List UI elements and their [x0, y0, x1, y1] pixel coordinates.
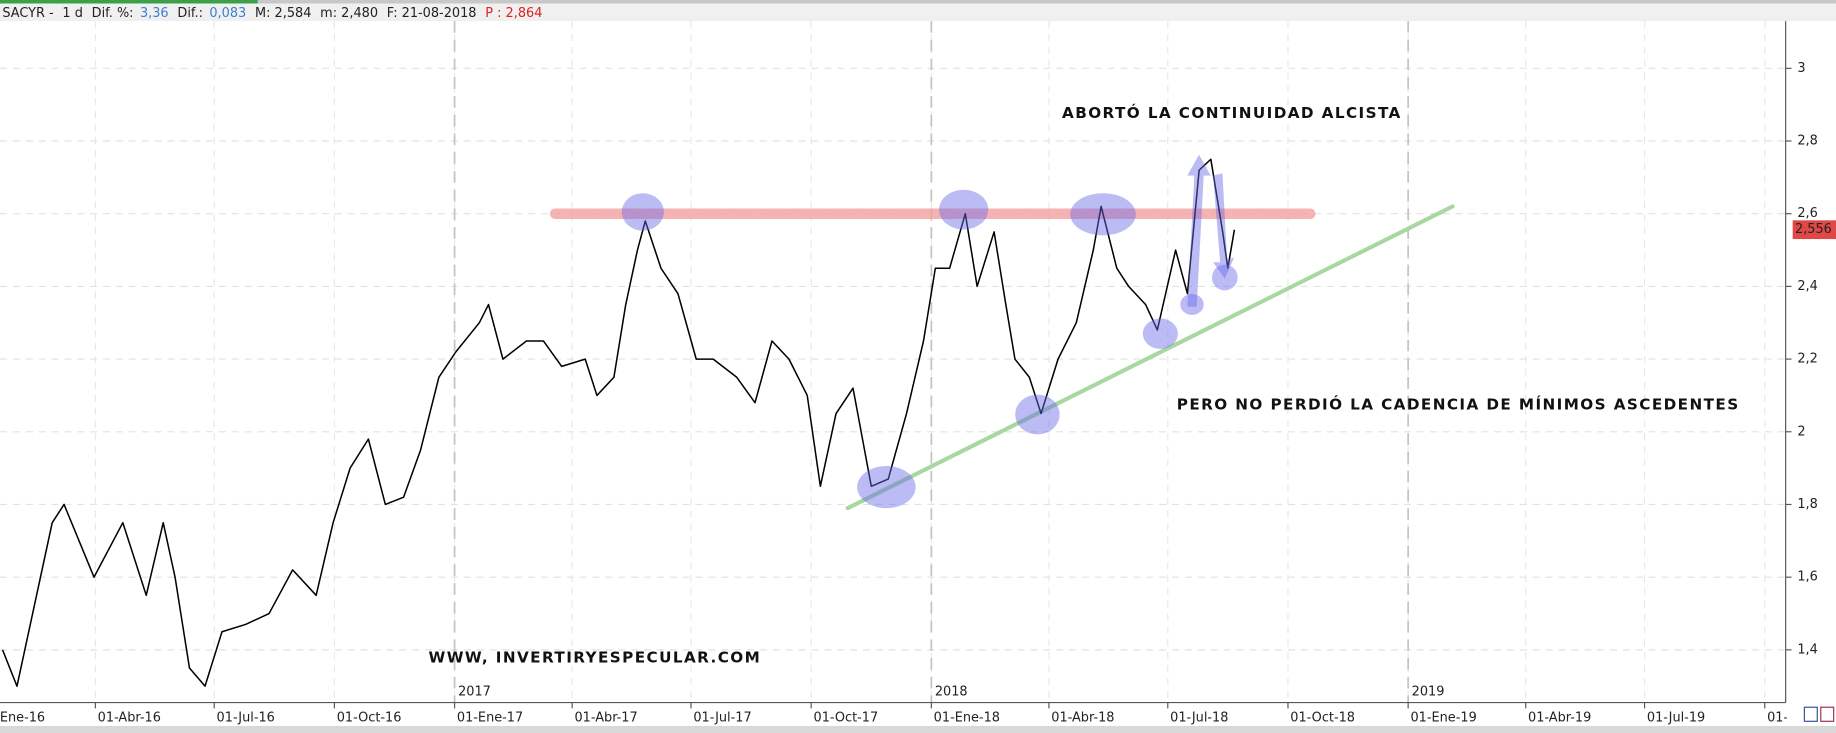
year-label: 2019 — [1412, 685, 1445, 700]
header-value: 3,36 — [140, 5, 169, 20]
header-label: Dif. %: — [92, 5, 134, 20]
x-tick-label: 01-Jul-19 — [1647, 710, 1705, 725]
highlight — [1142, 318, 1178, 349]
x-tick-label: 01-Ene-18 — [934, 710, 1000, 725]
x-tick-label: 01-Oct-16 — [337, 710, 402, 725]
header-max: M: 2,584 — [255, 5, 311, 20]
highlights — [621, 154, 1238, 509]
highlight — [1180, 293, 1204, 315]
scrollbar[interactable] — [0, 725, 1836, 733]
year-label: 2018 — [935, 685, 968, 700]
top-strip — [0, 0, 1836, 4]
header: SACYR - 1 d Dif. %: 3,36 Dif.: 0,083 M: … — [2, 5, 542, 20]
icon-button[interactable] — [1820, 706, 1835, 722]
last-price-tag — [1792, 220, 1836, 240]
header-period: 1 d — [62, 5, 82, 20]
header-price: P : 2,864 — [485, 5, 542, 20]
header-label: Dif.: — [177, 5, 203, 20]
x-tick-label: 01-Jul-17 — [693, 710, 751, 725]
x-tick-label: 01-Jul-16 — [217, 710, 275, 725]
x-tick-label: 01-Abr-19 — [1528, 710, 1591, 725]
x-tick-label: 01-Ene-16 — [0, 710, 45, 725]
header-value: 0,083 — [209, 5, 246, 20]
x-tick-label: 01-Jul-18 — [1170, 710, 1228, 725]
arrow-up — [1187, 154, 1211, 307]
arrow-down — [1213, 173, 1235, 279]
highlight — [1070, 193, 1136, 236]
annotation: WWW, INVERTIRYESPECULAR.COM — [429, 649, 762, 667]
x-tick-label: 01-Ene-19 — [1410, 710, 1476, 725]
y-tick-label: 3 — [1797, 61, 1805, 76]
x-tick-label: 01-Ene-17 — [457, 710, 523, 725]
right-axis-panel — [1785, 21, 1836, 705]
x-tick-label: 01-Abr-18 — [1051, 710, 1114, 725]
y-tick-label: 2,4 — [1797, 279, 1817, 294]
x-tick-label: 01-Abr-17 — [574, 710, 637, 725]
top-strip-accent — [0, 0, 258, 4]
header-date: F: 21-08-2018 — [387, 5, 477, 20]
highlight — [1211, 264, 1238, 291]
highlight — [939, 189, 989, 230]
y-tick-label: 2,6 — [1797, 206, 1817, 221]
support-line — [845, 204, 1455, 511]
marks-layer — [1, 158, 1455, 687]
last-price-label: 2,556 — [1795, 222, 1832, 237]
x-tick-label: 01-Oct-17 — [814, 710, 879, 725]
icon-button[interactable] — [1803, 706, 1818, 722]
grid-layer: 2017 2018 2019 — [0, 21, 1786, 703]
price-line — [1, 158, 1236, 687]
annotation: ABORTÓ LA CONTINUIDAD ALCISTA — [1062, 103, 1402, 122]
highlight — [621, 193, 664, 231]
annotation: PERO NO PERDIÓ LA CADENCIA DE MÍNIMOS AS… — [1177, 395, 1740, 414]
year-label: 2017 — [458, 685, 491, 700]
y-tick-label: 2,2 — [1797, 352, 1817, 367]
x-tick-label: 01-Oct-18 — [1290, 710, 1355, 725]
x-tick-label: 01-Abr-16 — [98, 710, 161, 725]
highlight — [1015, 394, 1060, 435]
y-tick-label: 2 — [1797, 424, 1805, 439]
header-bar — [0, 3, 1836, 22]
y-tick-label: 2,8 — [1797, 134, 1817, 149]
y-tick-label: 1,8 — [1797, 497, 1817, 512]
header-symbol: SACYR - — [2, 5, 54, 20]
axes-layer: 1,4 1,6 1,8 2 2,2 2,4 2,6 2,8 3 01-Ene-16 01-Abr-1… — [0, 21, 1836, 726]
header-min: m: 2,480 — [320, 5, 378, 20]
y-tick-label: 1,6 — [1797, 570, 1817, 585]
y-tick-label: 1,4 — [1797, 642, 1817, 657]
highlight — [857, 466, 916, 509]
